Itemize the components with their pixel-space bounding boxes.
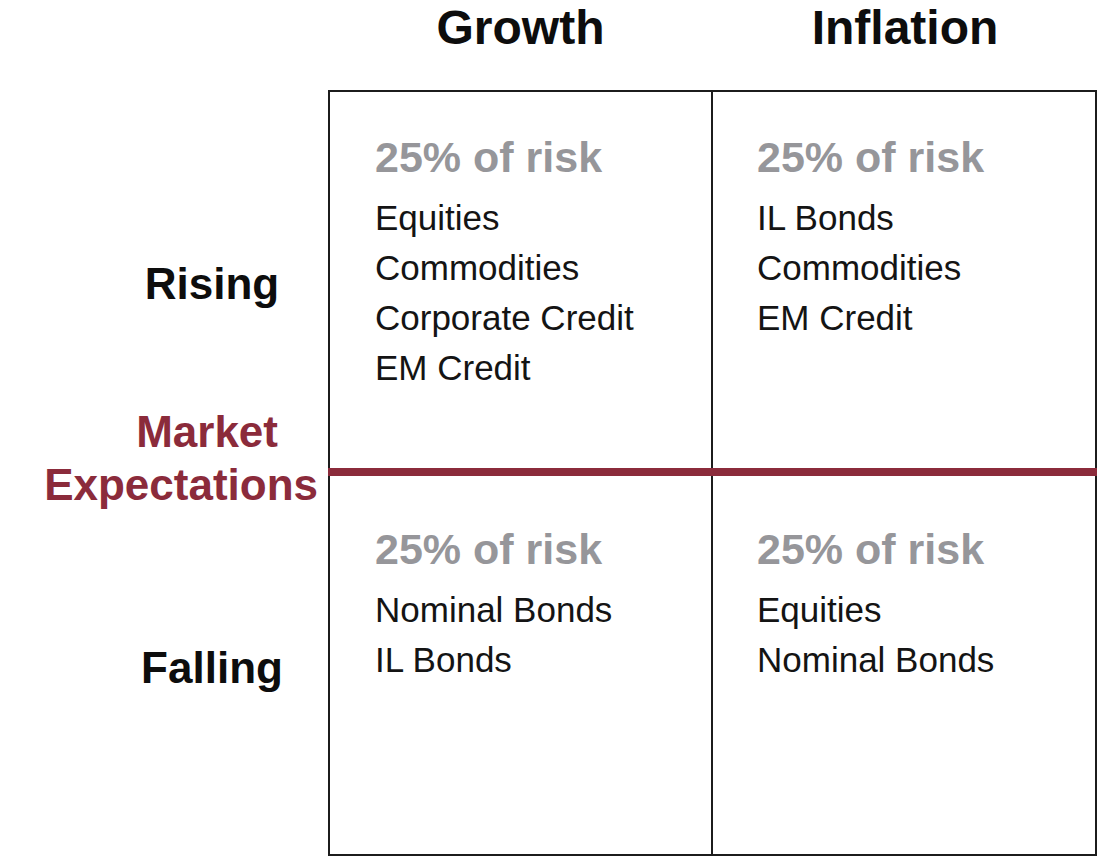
asset-item: Nominal Bonds bbox=[757, 635, 1087, 685]
risk-share-label: 25% of risk bbox=[375, 526, 703, 573]
axis-label-market-expectations-line-1: Market bbox=[0, 410, 278, 454]
asset-item: Nominal Bonds bbox=[375, 585, 703, 635]
quadrant-falling-growth: 25% of risk Nominal Bonds IL Bonds bbox=[330, 476, 711, 854]
asset-item: Commodities bbox=[757, 243, 1087, 293]
column-header-inflation: Inflation bbox=[713, 2, 1097, 55]
quadrant-falling-inflation: 25% of risk Equities Nominal Bonds bbox=[713, 476, 1095, 854]
risk-share-label: 25% of risk bbox=[757, 134, 1087, 181]
asset-item: EM Credit bbox=[375, 343, 703, 393]
quadrant-rising-inflation: 25% of risk IL Bonds Commodities EM Cred… bbox=[713, 92, 1095, 468]
risk-parity-quadrant-diagram: Growth Inflation Rising Market Expectati… bbox=[0, 0, 1103, 866]
asset-list: Nominal Bonds IL Bonds bbox=[375, 585, 703, 685]
maroon-horizontal-divider bbox=[328, 468, 1097, 476]
asset-item: Equities bbox=[757, 585, 1087, 635]
row-label-falling: Falling bbox=[82, 646, 342, 690]
asset-item: IL Bonds bbox=[757, 193, 1087, 243]
asset-item: EM Credit bbox=[757, 293, 1087, 343]
row-label-rising: Rising bbox=[82, 262, 342, 306]
asset-list: IL Bonds Commodities EM Credit bbox=[757, 193, 1087, 343]
risk-share-label: 25% of risk bbox=[757, 526, 1087, 573]
asset-item: Corporate Credit bbox=[375, 293, 703, 343]
quadrant-grid: 25% of risk Equities Commodities Corpora… bbox=[328, 90, 1097, 856]
asset-list: Equities Nominal Bonds bbox=[757, 585, 1087, 685]
quadrant-rising-growth: 25% of risk Equities Commodities Corpora… bbox=[330, 92, 711, 468]
asset-item: IL Bonds bbox=[375, 635, 703, 685]
asset-item: Equities bbox=[375, 193, 703, 243]
axis-label-market-expectations-line-2: Expectations bbox=[0, 463, 318, 507]
asset-item: Commodities bbox=[375, 243, 703, 293]
asset-list: Equities Commodities Corporate Credit EM… bbox=[375, 193, 703, 393]
risk-share-label: 25% of risk bbox=[375, 134, 703, 181]
column-header-growth: Growth bbox=[328, 2, 713, 55]
